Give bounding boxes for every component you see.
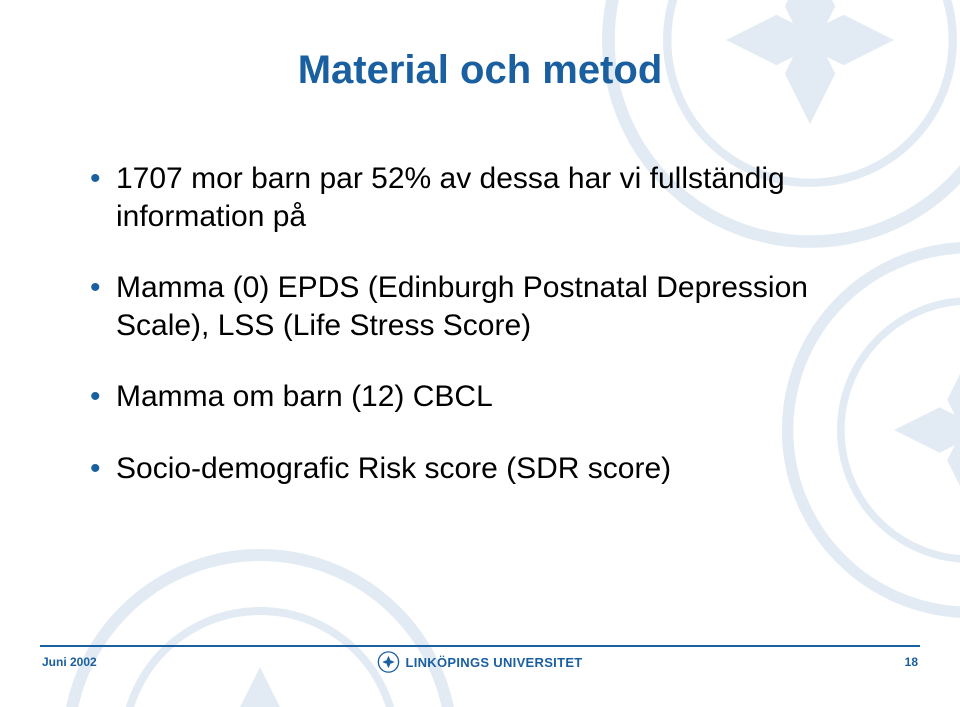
slide-title: Material och metod: [0, 48, 960, 93]
bullet-item: Mamma (0) EPDS (Edinburgh Postnatal Depr…: [90, 269, 880, 344]
university-seal-icon: [377, 651, 399, 673]
bullet-item: Socio-demografic Risk score (SDR score): [90, 450, 880, 488]
slide-footer: Juni 2002 LINKÖPINGS UNIVERSITET 18: [0, 645, 960, 685]
footer-logo: LINKÖPINGS UNIVERSITET: [377, 651, 582, 673]
footer-divider: [40, 645, 920, 647]
bullet-item: 1707 mor barn par 52% av dessa har vi fu…: [90, 160, 880, 235]
footer-university-name: LINKÖPINGS UNIVERSITET: [405, 655, 582, 670]
footer-page-number: 18: [905, 655, 918, 669]
slide: Material och metod 1707 mor barn par 52%…: [0, 0, 960, 707]
footer-date: Juni 2002: [42, 655, 97, 669]
bullet-item: Mamma om barn (12) CBCL: [90, 378, 880, 416]
bullet-list: 1707 mor barn par 52% av dessa har vi fu…: [90, 160, 880, 521]
